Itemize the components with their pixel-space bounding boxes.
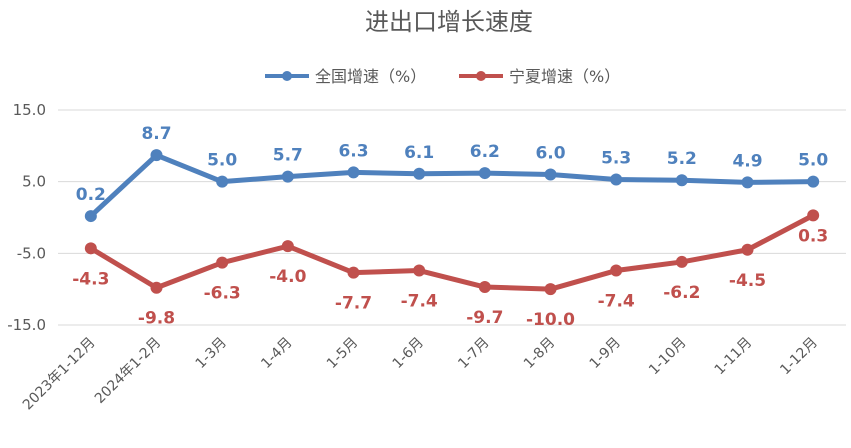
series-layer bbox=[84, 149, 820, 296]
data-label: -9.8 bbox=[138, 309, 175, 329]
y-axis: 15.0 5.0 -5.0 -15.0 bbox=[7, 101, 46, 334]
data-label: -7.4 bbox=[598, 292, 635, 312]
data-label: -7.4 bbox=[401, 292, 438, 312]
data-point bbox=[84, 210, 97, 223]
data-label: 5.3 bbox=[601, 149, 631, 169]
data-labels: 0.2 8.7 5.0 5.7 6.3 6.1 6.2 6.0 5.3 5.2 4.9 5.0 -4.3… bbox=[72, 124, 828, 330]
data-label: -10.0 bbox=[526, 310, 575, 330]
x-tick-label: 2024年1-2月 bbox=[92, 335, 164, 407]
gridlines bbox=[58, 109, 846, 326]
data-label: 6.0 bbox=[535, 144, 565, 164]
data-point bbox=[741, 176, 754, 189]
data-point bbox=[150, 281, 163, 294]
legend: 全国增速（%） 宁夏增速（%） bbox=[265, 67, 620, 86]
data-label: -6.3 bbox=[204, 284, 241, 304]
data-label: -4.5 bbox=[729, 271, 766, 291]
data-point bbox=[150, 149, 163, 162]
x-tick-label: 2023年1-12月 bbox=[20, 335, 99, 414]
data-label: -6.2 bbox=[663, 283, 700, 303]
data-point bbox=[544, 168, 557, 181]
x-tick-label: 1-12月 bbox=[777, 335, 821, 379]
data-label: 5.7 bbox=[273, 146, 303, 166]
y-tick-label: 15.0 bbox=[13, 101, 46, 119]
data-label: 8.7 bbox=[141, 124, 171, 144]
data-label: 5.2 bbox=[667, 149, 697, 169]
x-tick-label: 1-3月 bbox=[193, 335, 230, 372]
data-label: 0.3 bbox=[798, 226, 828, 246]
data-point bbox=[741, 243, 754, 256]
x-tick-label: 1-4月 bbox=[258, 335, 295, 372]
data-point bbox=[478, 281, 491, 294]
data-label: -9.7 bbox=[466, 308, 503, 328]
data-point bbox=[347, 266, 360, 279]
data-point bbox=[216, 175, 229, 188]
data-label: 6.1 bbox=[404, 143, 434, 163]
data-point bbox=[675, 174, 688, 187]
data-point bbox=[413, 167, 426, 180]
series-line bbox=[88, 212, 816, 292]
x-tick-label: 1-11月 bbox=[712, 335, 756, 379]
data-label: -4.3 bbox=[72, 269, 109, 289]
data-point bbox=[347, 166, 360, 179]
x-tick-label: 1-9月 bbox=[587, 335, 624, 372]
y-tick-label: -15.0 bbox=[7, 316, 46, 334]
data-label: -4.0 bbox=[269, 267, 306, 287]
data-point bbox=[216, 256, 229, 269]
data-point bbox=[675, 255, 688, 268]
data-point bbox=[610, 173, 623, 186]
x-tick-label: 1-8月 bbox=[521, 335, 558, 372]
y-tick-label: -5.0 bbox=[17, 244, 46, 262]
data-point bbox=[478, 167, 491, 180]
data-label: 4.9 bbox=[732, 151, 762, 171]
y-tick-label: 5.0 bbox=[22, 173, 46, 191]
x-tick-label: 1-6月 bbox=[390, 335, 427, 372]
data-label: 5.0 bbox=[798, 151, 828, 171]
legend-label: 全国增速（%） bbox=[315, 67, 426, 86]
data-point bbox=[544, 283, 557, 296]
data-point bbox=[610, 264, 623, 277]
data-label: 6.3 bbox=[338, 141, 368, 161]
data-point bbox=[281, 170, 294, 183]
legend-marker bbox=[476, 71, 486, 81]
legend-marker bbox=[282, 71, 292, 81]
data-point bbox=[281, 240, 294, 253]
data-label: 5.0 bbox=[207, 151, 237, 171]
data-point bbox=[807, 175, 820, 188]
data-point bbox=[807, 209, 820, 222]
data-label: -7.7 bbox=[335, 294, 372, 314]
legend-label: 宁夏增速（%） bbox=[509, 67, 620, 86]
data-point bbox=[84, 242, 97, 255]
chart-title: 进出口增长速度 bbox=[365, 8, 533, 36]
x-tick-label: 1-5月 bbox=[324, 335, 361, 372]
x-tick-label: 1-10月 bbox=[646, 335, 690, 379]
series-line bbox=[88, 152, 816, 219]
data-label: 0.2 bbox=[76, 185, 106, 205]
data-point bbox=[413, 264, 426, 277]
data-label: 6.2 bbox=[470, 142, 500, 162]
x-tick-label: 1-7月 bbox=[455, 335, 492, 372]
